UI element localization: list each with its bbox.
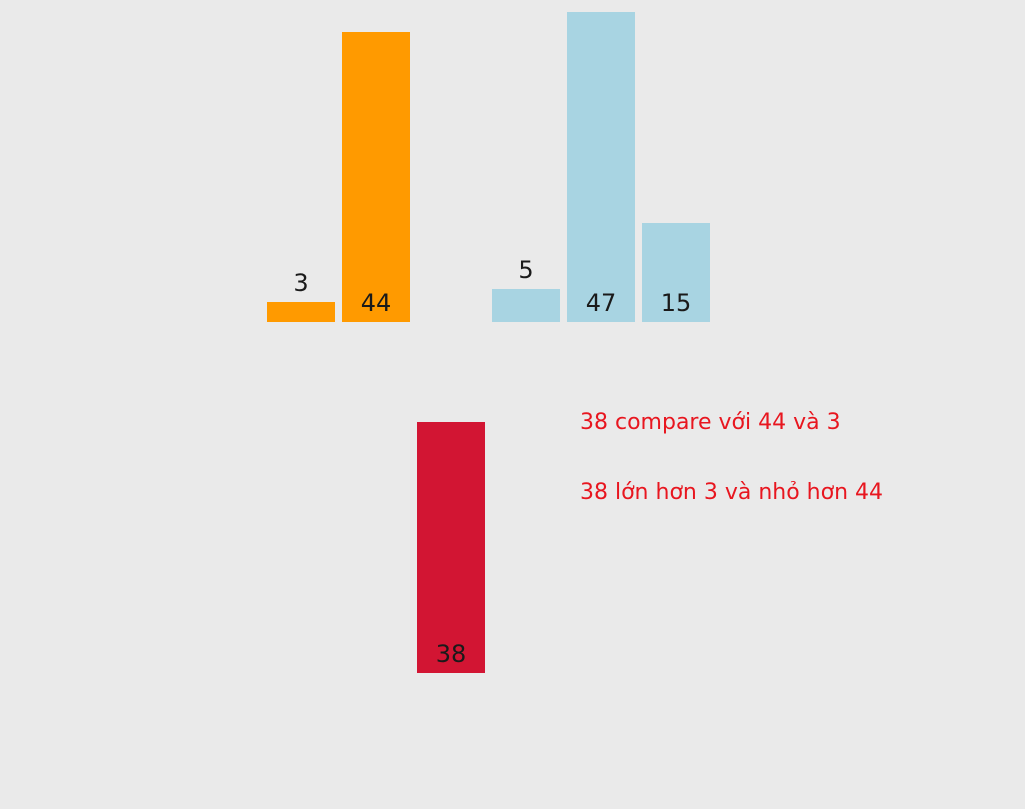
bar-label-5: 5	[518, 256, 534, 284]
bar-label-38: 38	[435, 640, 467, 668]
bar-unsorted-15	[642, 223, 710, 322]
bar-label-15: 15	[660, 289, 692, 317]
note-result: 38 lớn hơn 3 và nhỏ hơn 44	[580, 480, 883, 505]
bar-label-44: 44	[360, 289, 392, 317]
bar-unsorted-5	[492, 289, 560, 322]
bar-current-38	[417, 422, 485, 673]
bar-sorted-3	[267, 302, 335, 322]
bar-label-47: 47	[585, 289, 617, 317]
bar-unsorted-47	[567, 12, 635, 322]
note-compare: 38 compare với 44 và 3	[580, 410, 841, 435]
bar-label-3: 3	[293, 269, 309, 297]
bar-sorted-44	[342, 32, 410, 322]
